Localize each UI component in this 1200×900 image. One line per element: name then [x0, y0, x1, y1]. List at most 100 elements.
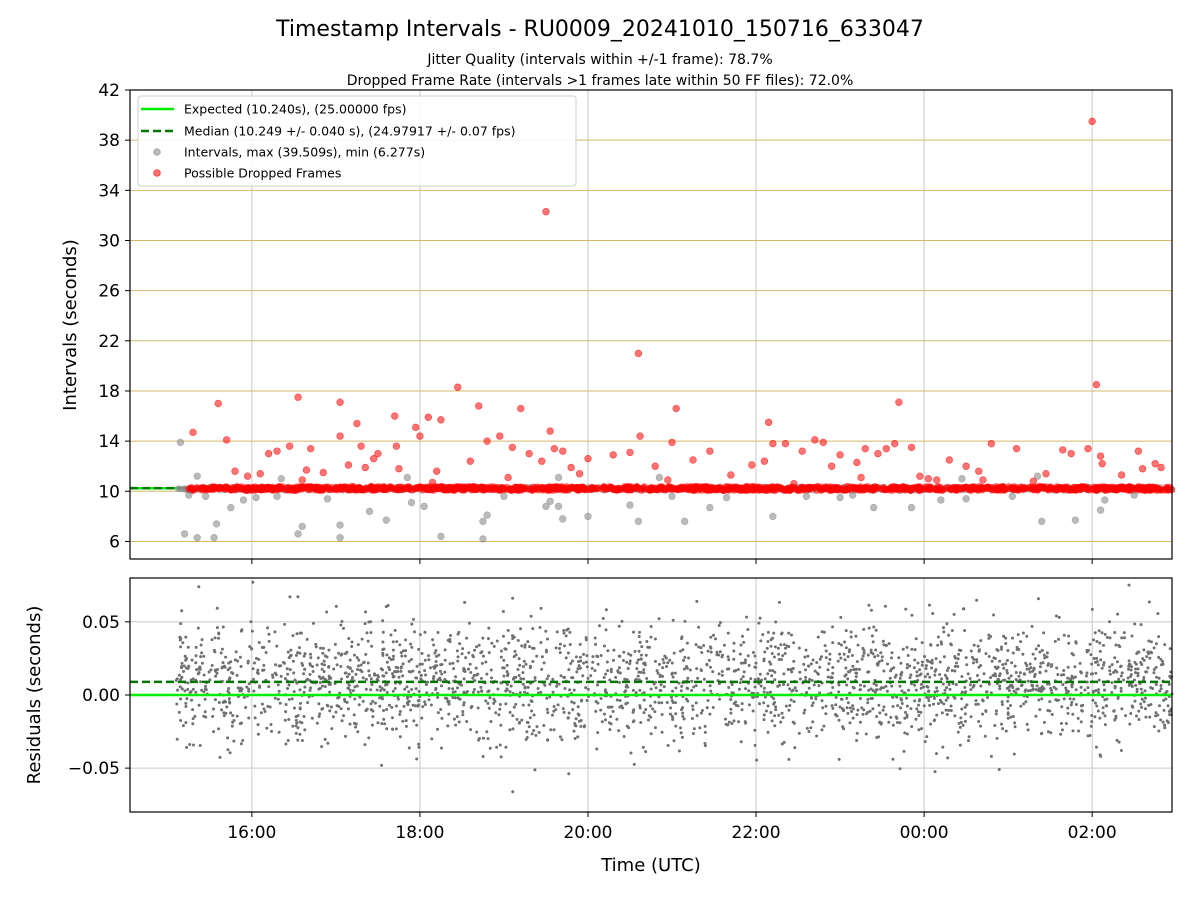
residual-point: [191, 722, 195, 726]
residual-point: [1002, 666, 1006, 670]
residual-point: [887, 720, 891, 724]
residual-point: [912, 666, 916, 670]
residual-point: [465, 720, 469, 724]
dropped-frame-point: [634, 349, 643, 358]
residual-point: [202, 654, 206, 658]
interval-point: [848, 491, 857, 499]
residual-point: [202, 673, 206, 677]
residual-point: [843, 658, 847, 662]
residual-point: [1015, 687, 1019, 691]
dropped-frame-point: [567, 463, 575, 472]
residual-point: [584, 660, 588, 664]
residual-point: [440, 716, 444, 720]
residual-point: [857, 667, 861, 671]
residual-point: [271, 675, 275, 679]
dropped-frame-point: [391, 412, 399, 420]
residual-point: [278, 701, 282, 705]
residual-point: [1110, 691, 1114, 695]
residual-point: [551, 690, 555, 694]
residual-point: [753, 665, 757, 669]
residual-point: [1069, 703, 1073, 707]
residual-point: [1013, 664, 1017, 668]
residual-point: [252, 689, 256, 693]
residual-point: [570, 659, 574, 663]
residual-point: [476, 672, 480, 676]
residual-point: [354, 722, 358, 726]
residual-point: [958, 743, 962, 747]
residual-point: [1091, 690, 1095, 694]
residual-point: [180, 609, 184, 613]
residual-point: [850, 710, 854, 714]
residual-point: [185, 745, 189, 749]
residual-point: [1038, 708, 1042, 712]
residual-point: [294, 731, 298, 735]
residual-point: [695, 714, 699, 718]
residual-point: [1099, 658, 1103, 662]
residual-point: [671, 717, 675, 721]
interval-point: [836, 493, 844, 502]
residual-point: [849, 635, 853, 639]
residual-point: [475, 730, 479, 734]
residual-point: [855, 660, 859, 664]
residual-point: [617, 680, 621, 684]
residual-point: [1157, 635, 1161, 639]
residual-point: [600, 720, 604, 724]
residual-point: [503, 647, 507, 651]
residual-point: [401, 674, 405, 678]
residual-point: [758, 672, 762, 676]
residual-point: [479, 676, 483, 680]
residual-point: [772, 697, 776, 701]
intervals-y-axis-label: Intervals (seconds): [60, 239, 81, 411]
residual-point: [192, 743, 196, 747]
residual-point: [493, 699, 497, 703]
residual-point: [612, 648, 616, 652]
dropped-frame-point: [1067, 449, 1075, 458]
residual-point: [287, 683, 291, 687]
residual-point: [736, 704, 740, 708]
residual-point: [623, 677, 627, 681]
residual-point: [1148, 715, 1152, 719]
residual-point: [1039, 689, 1043, 693]
residual-point: [855, 713, 859, 717]
residual-point: [738, 652, 742, 656]
dropped-frame-point: [395, 465, 403, 473]
residual-point: [538, 626, 542, 630]
residual-point: [673, 671, 677, 675]
residual-point: [184, 666, 188, 670]
residual-point: [1135, 687, 1139, 691]
residual-point: [375, 677, 379, 681]
residual-point: [744, 687, 748, 691]
residual-point: [202, 714, 206, 718]
residual-point: [756, 677, 760, 681]
residual-point: [296, 714, 300, 718]
residual-point: [461, 710, 465, 714]
residual-point: [690, 717, 694, 721]
residual-point: [194, 654, 198, 658]
residual-point: [375, 688, 379, 692]
residual-point: [369, 688, 373, 692]
residual-point: [520, 644, 524, 648]
interval-point: [559, 515, 567, 523]
dropped-frame-point: [437, 416, 445, 424]
residual-point: [576, 705, 580, 709]
residual-point: [286, 650, 290, 654]
residual-point: [520, 718, 524, 722]
residual-point: [477, 643, 481, 647]
residual-point: [319, 677, 323, 681]
residual-point: [846, 670, 850, 674]
residual-point: [523, 686, 527, 690]
residual-point: [781, 654, 785, 658]
residual-point: [611, 710, 615, 714]
residual-point: [824, 704, 828, 708]
residual-point: [844, 673, 848, 677]
residual-point: [1159, 663, 1163, 667]
residual-point: [1145, 655, 1149, 659]
residual-point: [251, 667, 255, 671]
residual-point: [1040, 697, 1044, 701]
residual-point: [1133, 671, 1137, 675]
residual-point: [348, 722, 352, 726]
residual-point: [809, 662, 813, 666]
residual-point: [346, 707, 350, 711]
interval-point: [483, 511, 491, 519]
dropped-frame-point: [666, 484, 674, 492]
